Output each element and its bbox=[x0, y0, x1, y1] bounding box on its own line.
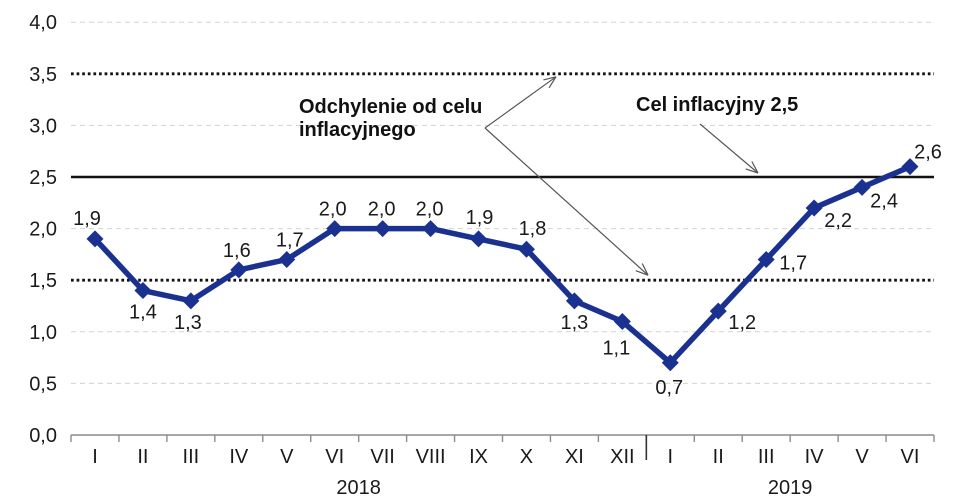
x-tick-label: III bbox=[758, 446, 775, 468]
x-tick-label: XII bbox=[610, 446, 634, 468]
annotation-target-label: Cel inflacyjny 2,5 bbox=[636, 94, 799, 116]
data-point bbox=[757, 251, 775, 269]
data-label: 2,0 bbox=[319, 199, 347, 221]
annotation-arrowhead bbox=[543, 76, 557, 81]
data-label: 0,7 bbox=[655, 377, 683, 399]
y-tick-label: 3,5 bbox=[29, 64, 57, 86]
data-point bbox=[709, 302, 727, 320]
x-tick-label: IV bbox=[805, 446, 825, 468]
data-label: 2,0 bbox=[368, 199, 396, 221]
annotation-arrow bbox=[484, 127, 649, 276]
annotation-arrowhead bbox=[641, 263, 649, 276]
y-tick-label: 1,5 bbox=[29, 270, 57, 292]
data-point bbox=[565, 292, 583, 310]
data-point bbox=[182, 292, 200, 310]
y-tick-label: 0,5 bbox=[29, 373, 57, 395]
x-tick-label: I bbox=[668, 446, 674, 468]
data-point bbox=[613, 312, 631, 330]
x-tick-label: II bbox=[713, 446, 724, 468]
data-label: 1,2 bbox=[728, 312, 756, 334]
y-tick-label: 1,0 bbox=[29, 322, 57, 344]
data-label: 1,3 bbox=[561, 312, 589, 334]
data-label: 2,4 bbox=[870, 190, 898, 212]
y-tick-label: 4,0 bbox=[29, 12, 57, 34]
data-point bbox=[230, 261, 248, 279]
data-label: 1,7 bbox=[779, 253, 807, 275]
year-label: 2018 bbox=[336, 477, 381, 499]
x-tick-label: VI bbox=[325, 446, 344, 468]
data-label: 1,6 bbox=[223, 240, 251, 262]
x-tick-label: IX bbox=[469, 446, 488, 468]
annotation-arrowhead bbox=[745, 168, 759, 174]
data-label: 1,3 bbox=[174, 312, 202, 334]
data-label: 1,7 bbox=[276, 230, 304, 252]
data-label: 2,0 bbox=[416, 199, 444, 221]
annotation-deviation-label: Odchylenie od celu inflacyjnego bbox=[299, 96, 483, 141]
y-tick-label: 3,0 bbox=[29, 115, 57, 137]
annotation-arrow bbox=[699, 123, 759, 174]
data-point bbox=[86, 230, 104, 248]
x-tick-label: IV bbox=[229, 446, 249, 468]
data-point bbox=[422, 220, 440, 238]
x-tick-label: VI bbox=[901, 446, 920, 468]
data-label: 1,9 bbox=[466, 207, 494, 229]
annotation-arrowhead bbox=[635, 270, 649, 276]
data-point bbox=[278, 251, 296, 269]
y-tick-label: 0,0 bbox=[29, 425, 57, 447]
x-tick-label: II bbox=[137, 446, 148, 468]
x-tick-label: X bbox=[520, 446, 533, 468]
year-label: 2019 bbox=[768, 477, 813, 499]
annotation-arrowhead bbox=[548, 76, 557, 89]
data-label: 1,8 bbox=[519, 218, 547, 240]
annotation-arrowhead bbox=[751, 161, 759, 174]
data-point bbox=[470, 230, 488, 248]
x-tick-label: XI bbox=[565, 446, 584, 468]
data-point bbox=[374, 220, 392, 238]
data-point bbox=[901, 158, 919, 176]
data-label: 2,6 bbox=[914, 142, 942, 164]
data-point bbox=[853, 178, 871, 196]
y-tick-label: 2,5 bbox=[29, 167, 57, 189]
x-tick-label: I bbox=[92, 446, 98, 468]
x-tick-label: V bbox=[280, 446, 294, 468]
data-label: 1,9 bbox=[73, 208, 101, 230]
data-point bbox=[517, 240, 535, 258]
data-label: 1,4 bbox=[129, 302, 157, 324]
x-tick-label: VII bbox=[370, 446, 394, 468]
data-point bbox=[134, 282, 152, 300]
x-tick-label: VIII bbox=[416, 446, 446, 468]
y-tick-label: 2,0 bbox=[29, 219, 57, 241]
data-label: 1,1 bbox=[602, 337, 630, 359]
data-point bbox=[805, 199, 823, 217]
x-tick-label: III bbox=[183, 446, 200, 468]
data-label: 2,2 bbox=[824, 210, 852, 232]
annotation-arrow bbox=[484, 76, 557, 129]
data-line bbox=[92, 163, 913, 366]
data-point bbox=[661, 354, 679, 372]
x-tick-label: V bbox=[855, 446, 869, 468]
data-point bbox=[326, 220, 344, 238]
